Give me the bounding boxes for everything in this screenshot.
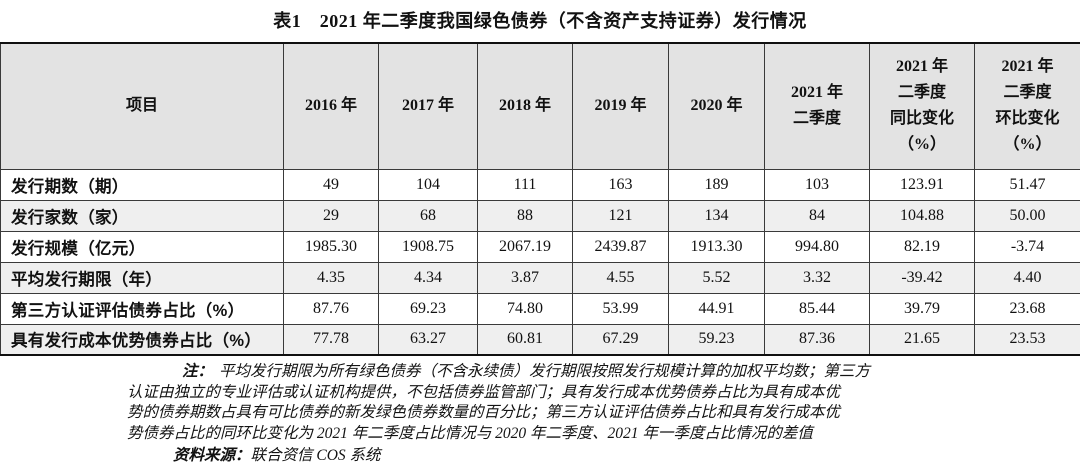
cell: 77.78	[283, 323, 379, 356]
table-title: 表1 2021 年二季度我国绿色债券（不含资产支持证券）发行情况	[273, 11, 807, 31]
table-row: 平均发行期限（年） 4.35 4.34 3.87 4.55 5.52 3.32 …	[0, 261, 1080, 294]
cell: 23.53	[974, 323, 1080, 356]
cell: 1913.30	[668, 230, 765, 263]
cell: 1985.30	[283, 230, 379, 263]
cell: 4.34	[378, 261, 478, 294]
cell: 85.44	[764, 292, 870, 325]
cell: 60.81	[477, 323, 573, 356]
row-label: 发行期数（期）	[0, 168, 284, 201]
cell: 74.80	[477, 292, 573, 325]
cell: 87.36	[764, 323, 870, 356]
cell: 163	[572, 168, 669, 201]
cell: 104.88	[869, 199, 975, 232]
cell: 189	[668, 168, 765, 201]
cell: 123.91	[869, 168, 975, 201]
header-row: 项目 2016 年 2017 年 2018 年 2019 年 2020 年 20…	[0, 42, 1080, 170]
cell: 69.23	[378, 292, 478, 325]
note-line: 注： 平均发行期限为所有绿色债券（不含永续债）发行期限按照发行规模计算的加权平均数…	[127, 362, 955, 383]
cell: 4.55	[572, 261, 669, 294]
data-source: 资料来源：联合资信 COS 系统	[173, 446, 1080, 466]
table-row: 具有发行成本优势债券占比（%） 77.78 63.27 60.81 67.29 …	[0, 323, 1080, 356]
table-row: 发行家数（家） 29 68 88 121 134 84 104.88 50.00	[0, 199, 1080, 232]
cell: 29	[283, 199, 379, 232]
table-notes: 注： 平均发行期限为所有绿色债券（不含永续债）发行期限按照发行规模计算的加权平均数…	[127, 362, 955, 444]
cell: 88	[477, 199, 573, 232]
column-header-2019: 2019 年	[572, 42, 669, 170]
cell: 51.47	[974, 168, 1080, 201]
cell: 5.52	[668, 261, 765, 294]
cell: 68	[378, 199, 478, 232]
column-header-2016: 2016 年	[283, 42, 379, 170]
note-text: 平均发行期限为所有绿色债券（不含永续债）发行期限按照发行规模计算的加权平均数；第…	[219, 363, 871, 380]
row-label: 具有发行成本优势债券占比（%）	[0, 323, 284, 356]
cell: 103	[764, 168, 870, 201]
cell: 59.23	[668, 323, 765, 356]
cell: 49	[283, 168, 379, 201]
cell: 3.32	[764, 261, 870, 294]
cell: 2067.19	[477, 230, 573, 263]
cell: 111	[477, 168, 573, 201]
cell: 50.00	[974, 199, 1080, 232]
column-header-2018: 2018 年	[477, 42, 573, 170]
cell: -39.42	[869, 261, 975, 294]
cell: 23.68	[974, 292, 1080, 325]
cell: 67.29	[572, 323, 669, 356]
cell: -3.74	[974, 230, 1080, 263]
note-line: 认证由独立的专业评估或认证机构提供，不包括债券监管部门；具有发行成本优势债券占比…	[127, 383, 841, 401]
table-row: 发行规模（亿元） 1985.30 1908.75 2067.19 2439.87…	[0, 230, 1080, 263]
column-header-2021q2: 2021 年 二季度	[764, 42, 870, 170]
cell: 39.79	[869, 292, 975, 325]
cell: 53.99	[572, 292, 669, 325]
cell: 134	[668, 199, 765, 232]
cell: 44.91	[668, 292, 765, 325]
column-header-2020: 2020 年	[668, 42, 765, 170]
cell: 3.87	[477, 261, 573, 294]
note-line: 势的债券期数占具有可比债券的新发绿色债券数量的百分比；第三方认证评估债券占比和具…	[127, 404, 841, 421]
cell: 4.35	[283, 261, 379, 294]
column-header-qoq-change: 2021 年 二季度 环比变化 （%）	[974, 42, 1080, 170]
column-header-2017: 2017 年	[378, 42, 478, 170]
row-label: 发行规模（亿元）	[0, 230, 284, 263]
column-header-item: 项目	[0, 42, 284, 170]
cell: 994.80	[764, 230, 870, 263]
cell: 84	[764, 199, 870, 232]
cell: 21.65	[869, 323, 975, 356]
table-row: 发行期数（期） 49 104 111 163 189 103 123.91 51…	[0, 168, 1080, 201]
row-label: 平均发行期限（年）	[0, 261, 284, 294]
green-bond-issuance-table: 项目 2016 年 2017 年 2018 年 2019 年 2020 年 20…	[0, 42, 1080, 356]
row-label: 第三方认证评估债券占比（%）	[0, 292, 284, 325]
cell: 121	[572, 199, 669, 232]
note-line: 势债券占比的同环比变化为 2021 年二季度占比情况与 2020 年二季度、20…	[127, 424, 813, 442]
data-source-label: 资料来源：	[173, 447, 251, 464]
cell: 104	[378, 168, 478, 201]
cell: 87.76	[283, 292, 379, 325]
table-row: 第三方认证评估债券占比（%） 87.76 69.23 74.80 53.99 4…	[0, 292, 1080, 325]
cell: 4.40	[974, 261, 1080, 294]
cell: 1908.75	[378, 230, 478, 263]
note-label: 注：	[182, 363, 214, 380]
column-header-yoy-change: 2021 年 二季度 同比变化 （%）	[869, 42, 975, 170]
cell: 63.27	[378, 323, 478, 356]
row-label: 发行家数（家）	[0, 199, 284, 232]
cell: 82.19	[869, 230, 975, 263]
data-source-text: 联合资信 COS 系统	[250, 447, 381, 464]
cell: 2439.87	[572, 230, 669, 263]
